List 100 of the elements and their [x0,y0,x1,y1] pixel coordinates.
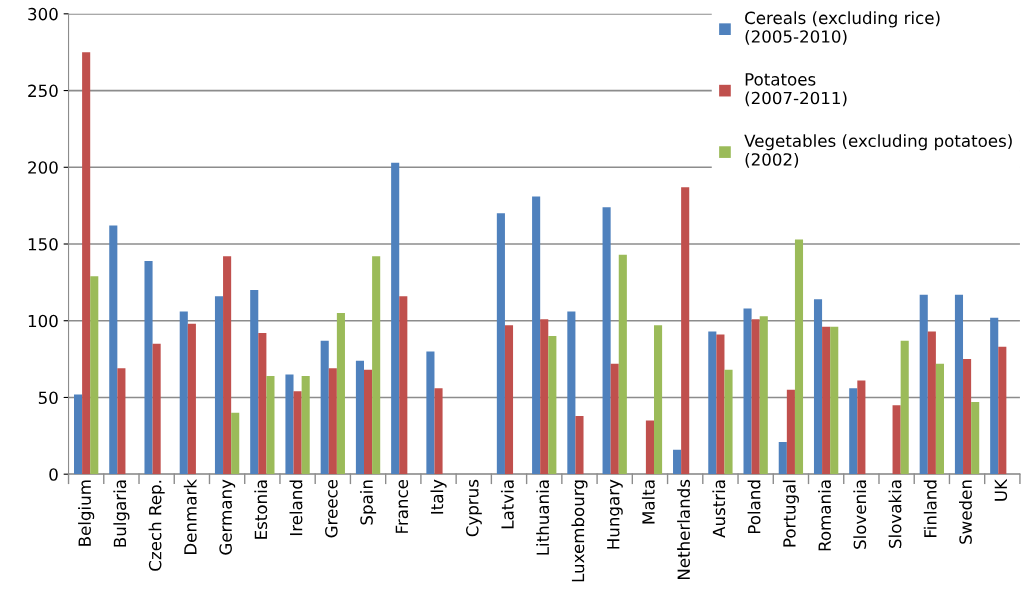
bar [504,325,514,475]
bar [654,325,663,475]
x-tick-label: UK [994,478,1008,501]
bar [813,299,823,475]
bar [144,260,153,475]
x-tick-label: Austria [712,480,726,538]
bar [364,369,373,475]
bar [602,207,611,475]
bar [336,313,345,475]
bar [681,187,690,475]
bar [391,162,400,475]
x-tick-label: Ireland [289,480,303,536]
bar [426,351,435,475]
bar [786,389,795,475]
x-tick-label: Poland [747,480,761,534]
bar [971,402,980,475]
x-tick-label: Italy [430,479,447,514]
bar [320,340,329,475]
bar [496,213,505,475]
x-tick-label: Germany [219,479,236,555]
bar [90,276,99,475]
x-tick-label: Luxembourg [571,480,588,582]
bar [82,52,91,475]
bar [301,375,310,475]
x-tick-label: Romania [818,480,831,551]
bar [998,346,1007,475]
bar [900,340,909,475]
x-tick-label: Portugal [782,480,799,547]
bar [567,311,576,475]
y-tick-label: 150 [28,237,58,251]
bar [935,363,944,475]
y-tick-label: 50 [38,391,58,405]
bar [743,308,752,475]
x-tick-label: Sweden [959,480,972,544]
bar [716,334,725,475]
legend-label: Cereals (excluding rice) (2005-2010) [745,11,940,45]
x-tick-label: Czech Rep. [148,480,165,571]
bar [759,316,768,475]
bar [266,375,275,475]
x-tick-label: Slovenia [853,480,867,549]
bar [152,343,161,475]
bar [794,239,804,475]
bar [532,196,541,475]
x-tick-label: Denmark [183,479,197,555]
bar [618,254,627,475]
y-tick-label: 0 [49,468,58,481]
bar [293,391,302,475]
bar [258,333,267,475]
x-tick-label: Greece [325,479,338,538]
bar [708,331,717,475]
bar [214,296,224,475]
x-tick-label: Lithuania [536,480,550,555]
bar [540,319,549,475]
y-tick-label: 200 [28,161,58,174]
bar [919,294,928,475]
y-tick-label: 250 [28,84,58,98]
x-tick-label: Spain [359,480,377,525]
bar [751,319,760,475]
bar [724,369,733,475]
bar [231,412,240,475]
bar [548,336,557,475]
x-tick-label: Malta [641,480,655,524]
x-tick-label: Netherlands [677,479,691,580]
bar [892,405,901,475]
bar [434,388,443,475]
bar [963,359,972,475]
legend-label: Vegetables (excluding potatoes) (2002) [744,134,1012,168]
bar [822,326,831,475]
x-tick-label: Slovakia [888,480,902,548]
bar [954,294,964,475]
bar [187,323,196,475]
bar [399,296,408,475]
bar [250,290,259,475]
bar [109,225,118,475]
y-tick-label: 100 [28,314,58,328]
bar [372,256,381,475]
bar [645,420,654,475]
bar [673,449,682,475]
x-tick-label: Hungary [607,479,623,549]
legend-label: Potatoes (2007-2011) [745,73,847,107]
bar [223,256,232,475]
bar [990,317,999,475]
bar [575,415,584,475]
bar [849,388,858,475]
bar [355,360,364,475]
bar [179,311,188,475]
x-tick-label: Estonia [254,480,268,539]
x-tick-label: Latvia [500,480,514,529]
x-tick-label: Cyprus [465,479,482,537]
bar [830,326,839,475]
x-tick-label: Finland [923,480,937,537]
bar [328,368,337,475]
bar [74,394,83,475]
bar [610,363,619,475]
x-tick-label: Bulgaria [113,480,130,547]
x-tick-label: France [395,479,409,533]
bar [285,374,294,475]
bar [857,380,866,475]
y-tick-label: 300 [28,7,58,21]
bar [778,441,787,475]
